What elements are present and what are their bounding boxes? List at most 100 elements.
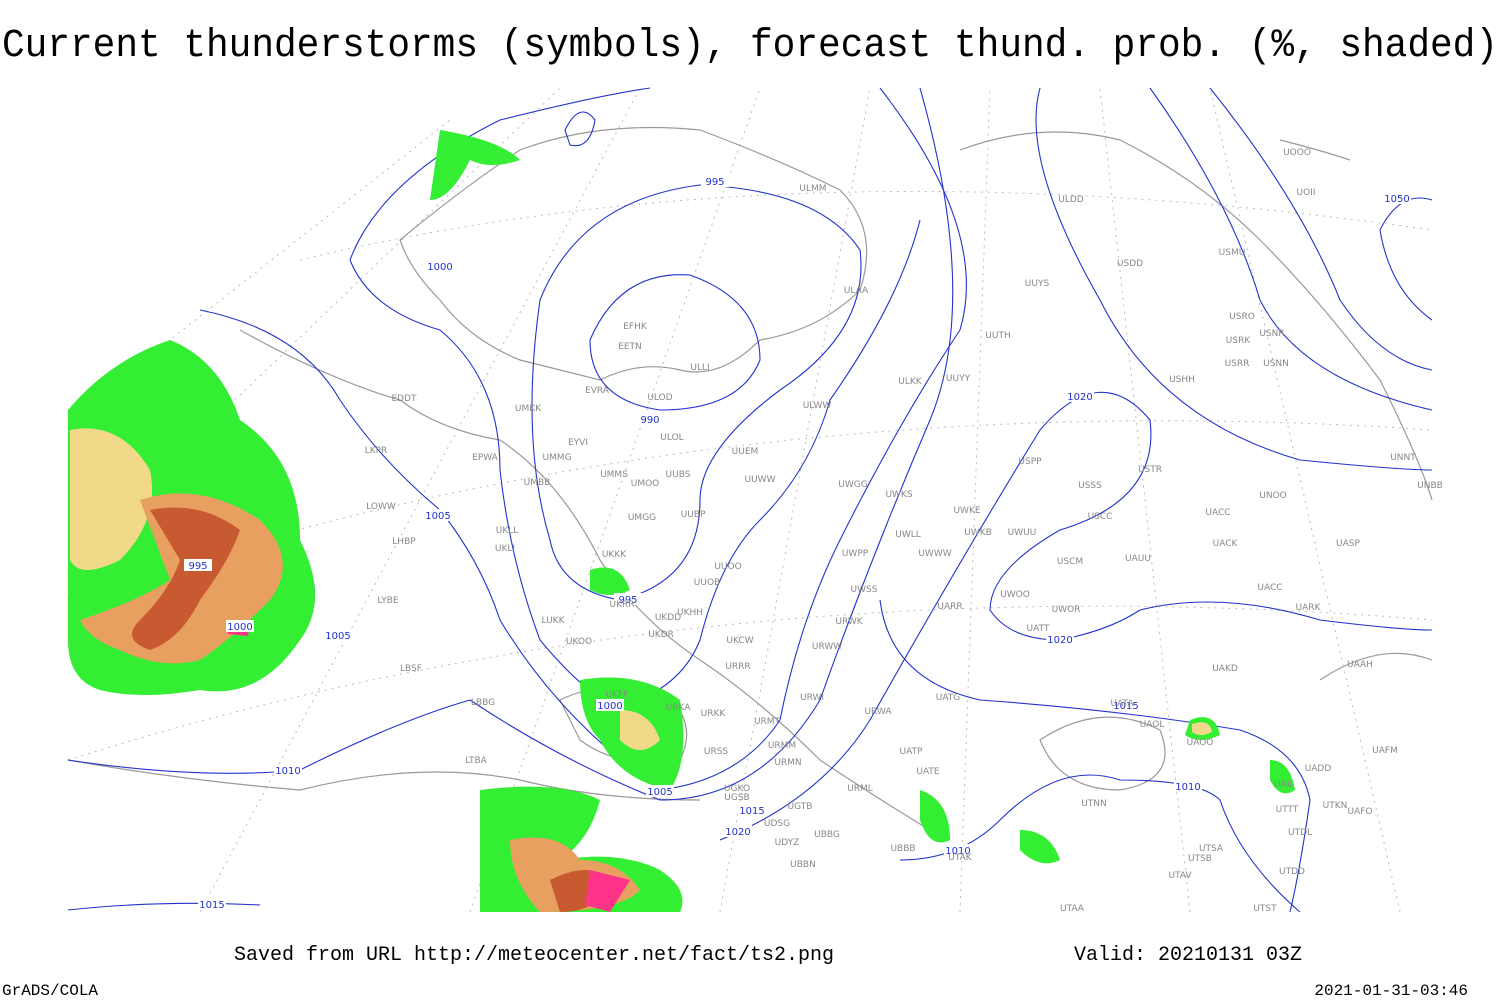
isobar-label: 1015 bbox=[1113, 701, 1138, 712]
timestamp: 2021-01-31-03:46 bbox=[1314, 982, 1468, 1000]
station-label: UWGG bbox=[838, 480, 867, 490]
isobar-label: 1015 bbox=[739, 806, 764, 817]
station-label: UBBN bbox=[790, 860, 816, 870]
station-label: UKFF bbox=[606, 690, 629, 700]
station-label: UOII bbox=[1297, 188, 1316, 198]
station-label: USTR bbox=[1138, 465, 1162, 475]
station-label: URMM bbox=[768, 741, 796, 751]
map-area: 995 1000 990 1005 995 1000 1005 995 1000 1005 1010… bbox=[67, 87, 1443, 914]
station-label: URML bbox=[847, 784, 873, 794]
station-label: UWUU bbox=[1008, 528, 1037, 538]
station-label: UWOO bbox=[1000, 590, 1030, 600]
station-label: UKKK bbox=[602, 550, 627, 560]
station-label: UUYY bbox=[946, 374, 971, 384]
station-label: EPWA bbox=[472, 453, 499, 463]
station-label: UGTB bbox=[788, 802, 813, 812]
station-label: EDDT bbox=[391, 394, 417, 404]
station-label: UNOO bbox=[1259, 491, 1287, 501]
station-label: UTAK bbox=[948, 853, 973, 863]
station-label: UAII bbox=[1274, 780, 1292, 790]
isobar-label: 1000 bbox=[597, 701, 622, 712]
isobar-label-bg bbox=[636, 413, 664, 425]
station-label: UUOO bbox=[714, 562, 741, 572]
station-label: UAAH bbox=[1347, 660, 1373, 670]
station-label: ULMM bbox=[799, 184, 826, 194]
station-label: ULAA bbox=[844, 286, 869, 296]
isobar-label: 1005 bbox=[647, 787, 672, 798]
isobar-label: 1000 bbox=[427, 262, 452, 273]
isobar-label: 990 bbox=[640, 415, 659, 426]
station-label: UBBB bbox=[890, 844, 915, 854]
station-label: UUBP bbox=[681, 510, 706, 520]
station-label: UMBB bbox=[524, 478, 551, 488]
station-label: UNBB bbox=[1417, 481, 1443, 491]
station-label: URWA bbox=[864, 707, 892, 717]
station-label: UAUU bbox=[1125, 554, 1151, 564]
station-label: USMU bbox=[1219, 248, 1246, 258]
station-label: UTSB bbox=[1188, 854, 1212, 864]
station-label: USPP bbox=[1018, 457, 1042, 467]
isobar-label-bg bbox=[1112, 699, 1140, 711]
station-label: UOOO bbox=[1283, 148, 1311, 158]
isobar-label-bg bbox=[1383, 192, 1411, 204]
station-label: UWLL bbox=[895, 530, 921, 540]
station-label: UACK bbox=[1213, 539, 1239, 549]
station-label: USSS bbox=[1078, 481, 1102, 491]
station-label: UWKS bbox=[885, 490, 912, 500]
isobar-label-bg bbox=[614, 593, 642, 605]
station-label: ULOL bbox=[660, 433, 683, 443]
station-label: UMMS bbox=[600, 470, 628, 480]
station-label: UATG bbox=[936, 693, 961, 703]
station-label: UKCW bbox=[726, 636, 753, 646]
station-label: UTAA bbox=[1060, 904, 1085, 914]
station-label: UKLI bbox=[495, 544, 515, 554]
isobar-label: 1020 bbox=[1047, 635, 1072, 646]
station-label: UMMG bbox=[542, 453, 571, 463]
station-label: USNN bbox=[1263, 359, 1289, 369]
station-label: UTSA bbox=[1199, 844, 1224, 854]
station-label: EFHK bbox=[623, 322, 648, 332]
station-label: UARR bbox=[937, 602, 962, 612]
station-label: UASP bbox=[1336, 539, 1360, 549]
station-label: UTNN bbox=[1081, 799, 1107, 809]
station-label: UUOB bbox=[694, 578, 720, 588]
station-label: UUEM bbox=[732, 447, 759, 457]
station-label: ULKK bbox=[898, 377, 923, 387]
station-label: USRO bbox=[1229, 312, 1255, 322]
station-label: UWKB bbox=[964, 528, 992, 538]
isobar-label: 1050 bbox=[1384, 194, 1409, 205]
source-url: Saved from URL http://meteocenter.net/fa… bbox=[234, 944, 834, 967]
station-label: LOWW bbox=[366, 502, 396, 512]
station-label: UARK bbox=[1296, 603, 1322, 613]
station-label: USRK bbox=[1226, 336, 1252, 346]
station-label: URSS bbox=[704, 747, 729, 757]
isobar-label-bg bbox=[226, 620, 254, 632]
station-label: UTKN bbox=[1323, 801, 1348, 811]
isobar-label-bg bbox=[701, 175, 729, 187]
isobar-label-bg bbox=[724, 825, 752, 837]
station-label: EETN bbox=[618, 342, 642, 352]
station-label: ULWW bbox=[803, 401, 832, 411]
isobar-label: 1005 bbox=[325, 631, 350, 642]
station-label: UAKD bbox=[1212, 664, 1238, 674]
station-label: UADD bbox=[1305, 764, 1332, 774]
station-label: USCM bbox=[1057, 557, 1083, 567]
station-label: UUWW bbox=[745, 475, 776, 485]
station-label: USCC bbox=[1088, 512, 1113, 522]
station-label: UTDL bbox=[1288, 828, 1312, 838]
valid-time: Valid: 20210131 03Z bbox=[1074, 944, 1302, 967]
isobar-label-bg bbox=[1046, 633, 1074, 645]
isobar-label-bg bbox=[274, 764, 302, 776]
isobar-label: 1020 bbox=[725, 827, 750, 838]
map-title: Current thunderstorms (symbols), forecas… bbox=[2, 24, 1498, 69]
station-label: UWPP bbox=[842, 549, 869, 559]
station-label: UTTT bbox=[1276, 805, 1299, 815]
station-label: UAFM bbox=[1372, 746, 1398, 756]
isobar-label-bg bbox=[738, 804, 766, 816]
station-label: UMGG bbox=[628, 513, 656, 523]
station-label: URKA bbox=[666, 703, 692, 713]
station-label: UWSS bbox=[851, 585, 878, 595]
station-label: URMN bbox=[774, 758, 801, 768]
isobar-label-bg bbox=[646, 785, 674, 797]
